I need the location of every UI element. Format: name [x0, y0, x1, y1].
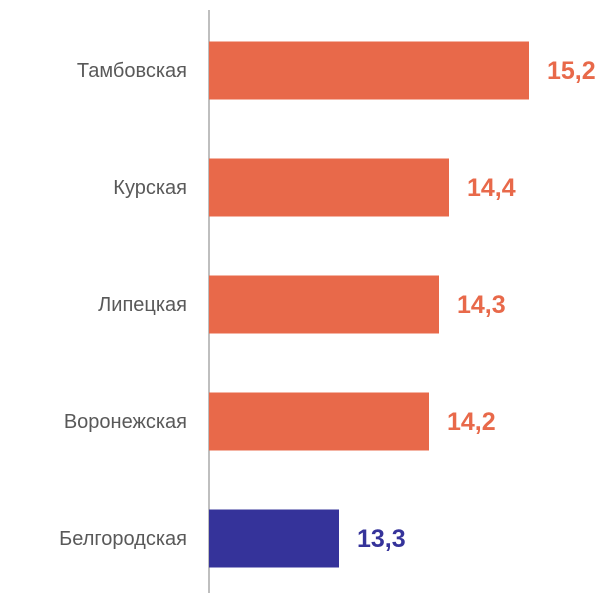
bar	[209, 158, 449, 217]
value-label: 14,4	[467, 174, 516, 202]
bar	[209, 392, 429, 451]
value-label: 14,2	[447, 408, 496, 436]
y-tick-label: Белгородская	[59, 528, 187, 550]
bar	[209, 509, 339, 568]
value-label: 14,3	[457, 291, 506, 319]
y-tick-label: Воронежская	[64, 411, 187, 433]
bar	[209, 41, 529, 100]
value-label: 13,3	[357, 525, 406, 553]
value-label: 15,2	[547, 57, 596, 85]
y-tick-label: Курская	[113, 177, 187, 199]
bar	[209, 275, 439, 334]
y-tick-label: Липецкая	[98, 294, 187, 316]
y-tick-label: Тамбовская	[77, 60, 187, 82]
